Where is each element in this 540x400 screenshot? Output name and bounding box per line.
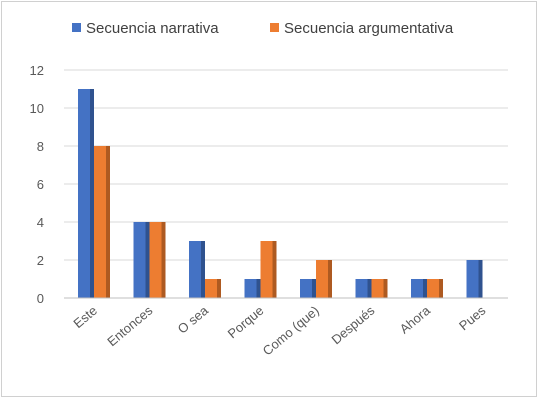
x-tick-label: Como (que) xyxy=(260,303,322,359)
x-tick-label: Porque xyxy=(225,303,267,341)
bar-shade xyxy=(256,279,261,298)
y-tick-label: 8 xyxy=(37,139,44,154)
bars xyxy=(78,89,483,298)
legend-label-narrativa: Secuencia narrativa xyxy=(86,20,219,37)
bar-shade xyxy=(312,279,316,298)
x-tick-label: Este xyxy=(70,303,100,331)
x-tick-label: O sea xyxy=(175,302,212,336)
bar-shade xyxy=(328,260,332,298)
gridlines xyxy=(64,69,508,261)
bar-shade xyxy=(161,222,166,298)
x-tick-label: Pues xyxy=(456,302,489,333)
y-tick-label: 10 xyxy=(30,101,44,116)
legend-swatch-argumentativa xyxy=(270,23,279,32)
bar-shade xyxy=(272,241,277,298)
legend-label-argumentativa: Secuencia argumentativa xyxy=(284,20,454,37)
bar-shade xyxy=(217,279,221,298)
bar-shade xyxy=(478,260,483,298)
y-tick-label: 6 xyxy=(37,177,44,192)
bar-shade xyxy=(439,279,443,298)
y-tick-label: 0 xyxy=(37,291,44,306)
y-tick-label: 12 xyxy=(30,63,44,78)
bar-shade xyxy=(423,279,427,298)
legend: Secuencia narrativa Secuencia argumentat… xyxy=(72,20,454,37)
y-tick-label: 2 xyxy=(37,253,44,268)
y-axis-ticks: 0 2 4 6 8 10 12 xyxy=(30,63,44,306)
bar-shade xyxy=(383,279,388,298)
bar-shade xyxy=(90,89,94,298)
bar-shade xyxy=(367,279,372,298)
x-tick-label: Ahora xyxy=(397,302,434,336)
x-tick-label: Después xyxy=(328,302,377,347)
bar-shade xyxy=(145,222,150,298)
y-tick-label: 4 xyxy=(37,215,44,230)
legend-swatch-narrativa xyxy=(72,23,81,32)
bar-shade xyxy=(201,241,205,298)
x-tick-label: Entonces xyxy=(104,302,156,349)
bar-shade xyxy=(106,146,110,298)
